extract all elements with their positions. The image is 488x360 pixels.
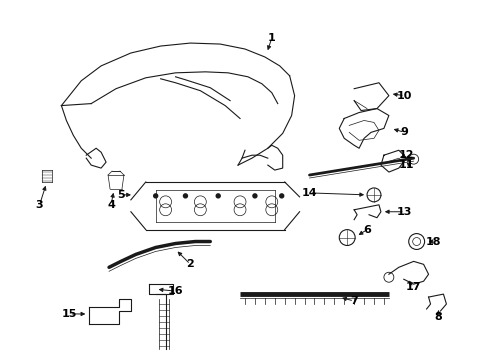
Text: 14: 14: [301, 188, 317, 198]
Text: 13: 13: [396, 207, 411, 217]
Text: 18: 18: [425, 237, 440, 247]
Text: 5: 5: [117, 190, 124, 200]
Text: 12: 12: [398, 150, 414, 160]
Circle shape: [279, 194, 283, 198]
Text: 4: 4: [107, 200, 115, 210]
Text: 17: 17: [405, 282, 421, 292]
Text: 7: 7: [349, 296, 357, 306]
Circle shape: [216, 194, 220, 198]
Text: 10: 10: [396, 91, 411, 101]
Text: 11: 11: [398, 160, 414, 170]
Circle shape: [252, 194, 256, 198]
Circle shape: [153, 194, 157, 198]
Text: 3: 3: [36, 200, 43, 210]
Circle shape: [183, 194, 187, 198]
Text: 16: 16: [167, 286, 183, 296]
Text: 1: 1: [267, 33, 275, 43]
Text: 6: 6: [363, 225, 370, 235]
Text: 9: 9: [400, 127, 408, 138]
Text: 15: 15: [61, 309, 77, 319]
Text: 8: 8: [434, 312, 442, 322]
Text: 2: 2: [186, 259, 194, 269]
